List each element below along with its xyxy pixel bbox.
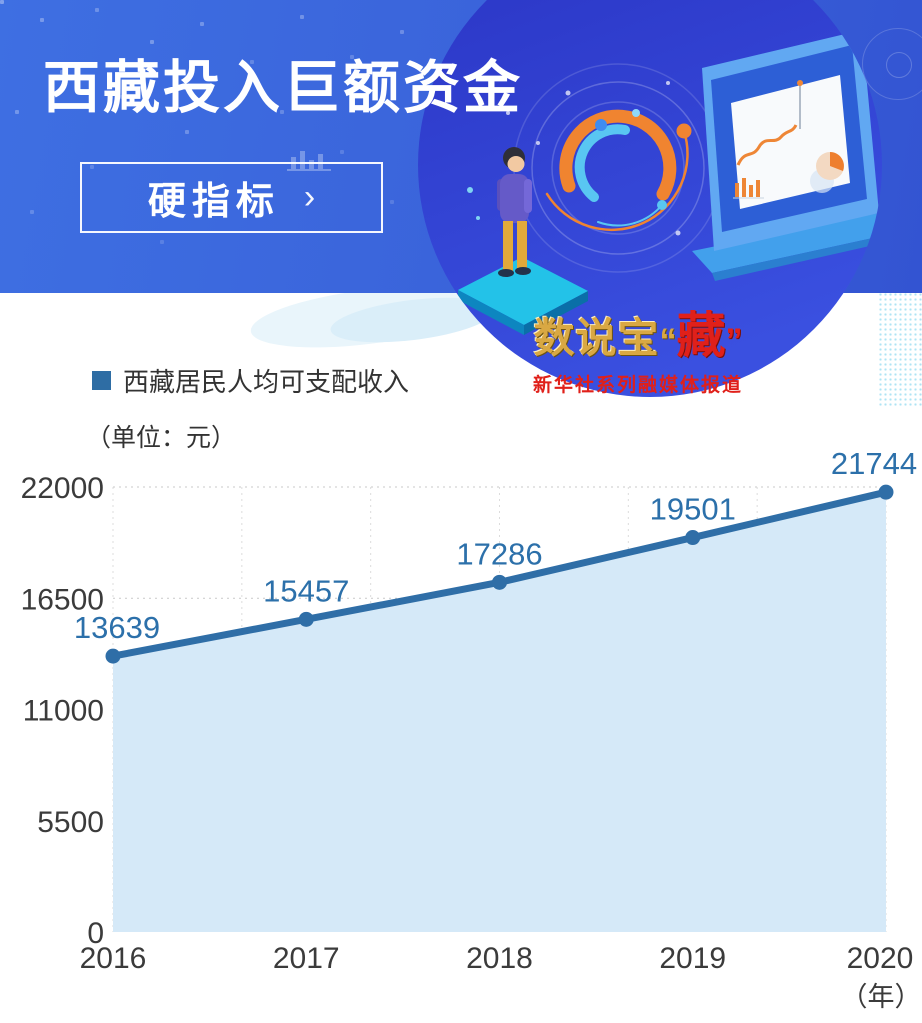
hard-indicator-button-label: 硬指标 (147, 181, 280, 223)
data-label: 15457 (263, 573, 349, 608)
shushuobaozang-logo: 数说宝“藏” 新华社系列融媒体报道 (500, 312, 776, 397)
x-tick-label: 2020 (847, 942, 914, 975)
unit-label: （单位：元） (86, 424, 237, 452)
guide-circle-icon (551, 101, 685, 235)
particle-dots-decoration (0, 0, 4, 4)
orange-dot-icon (676, 123, 692, 139)
person-leg (517, 221, 527, 269)
sparkle-dots (467, 81, 681, 236)
person-shoe (498, 269, 514, 277)
y-tick-label: 5500 (37, 806, 104, 839)
x-tick-label: 2017 (273, 942, 340, 975)
guide-circle-icon (531, 81, 705, 255)
logo-text-gold: 数说宝 (533, 315, 660, 361)
logo-close-quote: ” (725, 322, 743, 360)
x-axis-unit-label: （年） (841, 982, 922, 1012)
data-point-marker (878, 484, 894, 500)
legend-label: 西藏居民人均可支配收入 (123, 367, 410, 397)
y-tick-label: 16500 (21, 583, 104, 616)
logo-open-quote: “ (659, 322, 677, 360)
hero-illustration-circle (418, 0, 882, 397)
orange-thin-arc-icon (545, 129, 689, 232)
screen-line-chart-icon (736, 124, 798, 166)
hero-illustration (458, 30, 882, 335)
cyan-thin-arc-icon (597, 204, 663, 227)
y-tick-label: 11000 (23, 695, 104, 728)
dotted-map-texture (878, 292, 922, 408)
person-illustration (497, 147, 532, 277)
cyan-dot-icon (657, 200, 667, 210)
laptop-illustration (692, 30, 882, 281)
chevron-right-icon: › (303, 178, 316, 216)
chart-legend: 西藏居民人均可支配收入 (92, 362, 409, 399)
x-tick-label: 2019 (659, 942, 726, 975)
page-title: 西藏投入巨额资金 (43, 56, 523, 120)
x-tick-label: 2018 (466, 942, 533, 975)
data-label: 13639 (74, 610, 160, 645)
person-shoe (515, 267, 531, 275)
isometric-platform (458, 257, 588, 335)
y-tick-label: 22000 (21, 472, 104, 505)
cyan-arc-icon (574, 124, 630, 202)
data-label: 17286 (456, 536, 542, 571)
data-label: 21744 (831, 446, 917, 481)
hard-indicator-button[interactable]: 硬指标 › (80, 162, 383, 233)
logo-text-red: 藏 (676, 309, 726, 363)
data-point-marker (105, 648, 121, 664)
person-leg (503, 221, 513, 271)
data-label: 19501 (650, 492, 736, 527)
circuit-circle-inner-icon (886, 52, 912, 78)
x-tick-label: 2016 (80, 942, 147, 975)
legend-square-icon (92, 371, 111, 390)
person-body (500, 174, 529, 223)
person-face (507, 156, 525, 172)
area-fill (113, 492, 886, 932)
data-point-marker (298, 611, 314, 627)
orange-arc-icon (559, 109, 677, 201)
y-tick-label: 0 (87, 917, 104, 950)
lightblue-dot-icon (632, 109, 640, 117)
data-point-marker (492, 574, 507, 590)
screen-bar-chart-icon (735, 178, 760, 197)
data-arcs-decoration (545, 109, 689, 232)
data-point-marker (685, 530, 701, 546)
blue-dot-icon (595, 119, 607, 131)
logo-subtitle: 新华社系列融媒体报道 (532, 375, 743, 396)
guide-circle-icon (513, 63, 723, 273)
